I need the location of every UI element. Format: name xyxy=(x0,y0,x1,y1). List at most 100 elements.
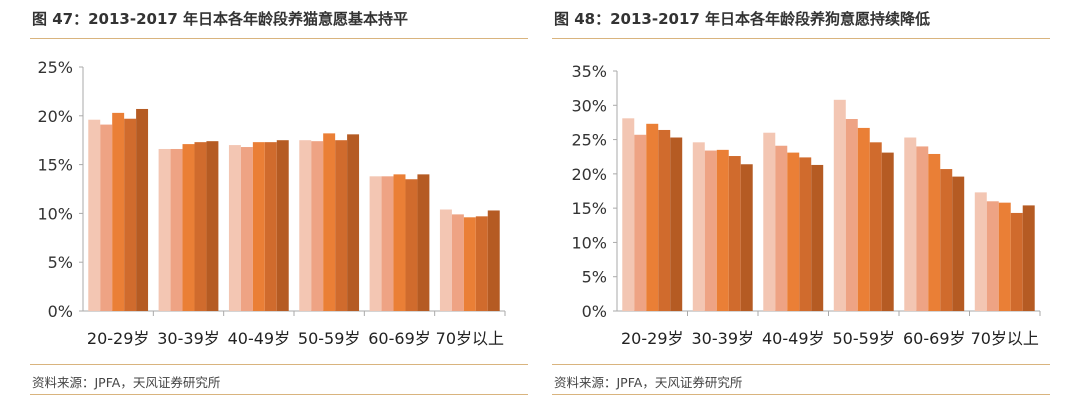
bar xyxy=(646,123,659,311)
divider xyxy=(552,394,1050,395)
divider xyxy=(552,38,1050,39)
bar xyxy=(124,118,137,311)
bar xyxy=(775,145,788,311)
bar xyxy=(740,164,753,311)
x-tick-label: 60-69岁 xyxy=(903,329,966,348)
bar xyxy=(393,174,406,311)
bar xyxy=(845,119,858,311)
y-tick-label: 35% xyxy=(571,62,607,81)
x-tick-label: 20-29岁 xyxy=(87,329,150,348)
bar xyxy=(487,210,500,311)
bar xyxy=(704,150,717,311)
cat-chart-panel: 图 47：2013-2017 年日本各年龄段养猫意愿基本持平 0% 5% 10% 15… xyxy=(30,0,528,406)
bar xyxy=(974,192,987,311)
bar xyxy=(763,132,776,311)
y-tick-label: 15% xyxy=(571,199,607,218)
source-note: 资料来源：JPFA，天风证券研究所 xyxy=(554,375,743,390)
bar xyxy=(439,209,452,311)
bar xyxy=(417,174,430,311)
divider xyxy=(552,364,1050,365)
bar xyxy=(369,176,382,311)
bar xyxy=(670,137,683,311)
x-tick-label: 50-59岁 xyxy=(298,329,361,348)
y-tick-label: 0% xyxy=(582,302,607,321)
bar xyxy=(475,216,488,311)
x-tick-label: 70岁以上 xyxy=(971,329,1039,348)
bar xyxy=(323,133,336,311)
bar xyxy=(347,134,360,311)
divider xyxy=(30,38,528,39)
bar xyxy=(916,146,929,311)
divider xyxy=(30,364,528,365)
bar xyxy=(182,144,195,311)
bar xyxy=(986,201,999,311)
bar xyxy=(998,202,1011,311)
bar xyxy=(833,99,846,311)
y-tick-label: 10% xyxy=(37,204,73,223)
bar xyxy=(170,148,183,311)
bar xyxy=(634,134,647,311)
x-tick-label: 60-69岁 xyxy=(368,329,431,348)
bar xyxy=(335,140,348,311)
x-tick-label: 70岁以上 xyxy=(436,329,504,348)
chart-title: 图 48：2013-2017 年日本各年龄段养狗意愿持续降低 xyxy=(554,10,931,28)
bar xyxy=(206,141,219,311)
bar xyxy=(252,142,265,311)
bar xyxy=(451,214,464,311)
x-tick-label: 40-49岁 xyxy=(228,329,291,348)
divider xyxy=(30,394,528,395)
bar xyxy=(952,176,965,311)
bar xyxy=(463,217,476,311)
source-note: 资料来源：JPFA，天风证券研究所 xyxy=(32,375,221,390)
y-tick-label: 25% xyxy=(571,131,607,150)
bar xyxy=(276,140,289,311)
cat-chart: 0% 5% 10% 15% 20% 25% 20-29岁 30-39岁 40-49岁 50-59岁… xyxy=(37,58,506,348)
x-tick-label: 30-39岁 xyxy=(692,329,755,348)
bar xyxy=(787,152,800,311)
bar xyxy=(869,142,882,311)
dog-chart-panel: 图 48：2013-2017 年日本各年龄段养狗意愿持续降低 0% 5% 10% 15… xyxy=(552,0,1050,406)
bar xyxy=(728,156,741,311)
y-tick-label: 25% xyxy=(37,58,73,77)
bar xyxy=(299,140,312,311)
bar xyxy=(799,157,812,311)
bar xyxy=(928,153,941,311)
bar xyxy=(88,119,101,311)
bar xyxy=(136,108,149,311)
x-tick-label: 20-29岁 xyxy=(621,329,684,348)
bar xyxy=(622,118,635,311)
bar xyxy=(100,124,113,311)
bar xyxy=(692,142,705,311)
y-tick-label: 5% xyxy=(48,253,73,272)
bar xyxy=(381,176,394,311)
dog-chart: 0% 5% 10% 15% 20% 25% 30% 35% 20-29岁 30-39岁 40-49岁… xyxy=(571,62,1041,348)
bar xyxy=(194,142,207,311)
bar xyxy=(811,164,824,311)
bar xyxy=(716,149,729,311)
chart-title: 图 47：2013-2017 年日本各年龄段养猫意愿基本持平 xyxy=(32,10,409,28)
bar xyxy=(1022,205,1035,311)
y-tick-label: 20% xyxy=(571,165,607,184)
bar xyxy=(658,129,671,311)
bar xyxy=(405,179,418,311)
bar xyxy=(881,152,894,311)
bar xyxy=(158,148,171,311)
y-tick-label: 10% xyxy=(571,233,607,252)
bar xyxy=(228,145,241,311)
y-tick-label: 15% xyxy=(37,156,73,175)
bar xyxy=(904,137,917,311)
bar xyxy=(112,112,125,311)
x-tick-label: 40-49岁 xyxy=(762,329,825,348)
x-tick-label: 50-59岁 xyxy=(833,329,896,348)
y-tick-label: 0% xyxy=(48,302,73,321)
bar xyxy=(940,169,953,311)
bar xyxy=(857,127,870,312)
bar xyxy=(240,147,253,311)
bar xyxy=(1010,212,1023,311)
y-tick-label: 5% xyxy=(582,268,607,287)
y-tick-label: 20% xyxy=(37,107,73,126)
bar xyxy=(264,142,277,311)
y-tick-label: 30% xyxy=(571,96,607,115)
bar xyxy=(311,141,324,311)
x-tick-label: 30-39岁 xyxy=(157,329,220,348)
